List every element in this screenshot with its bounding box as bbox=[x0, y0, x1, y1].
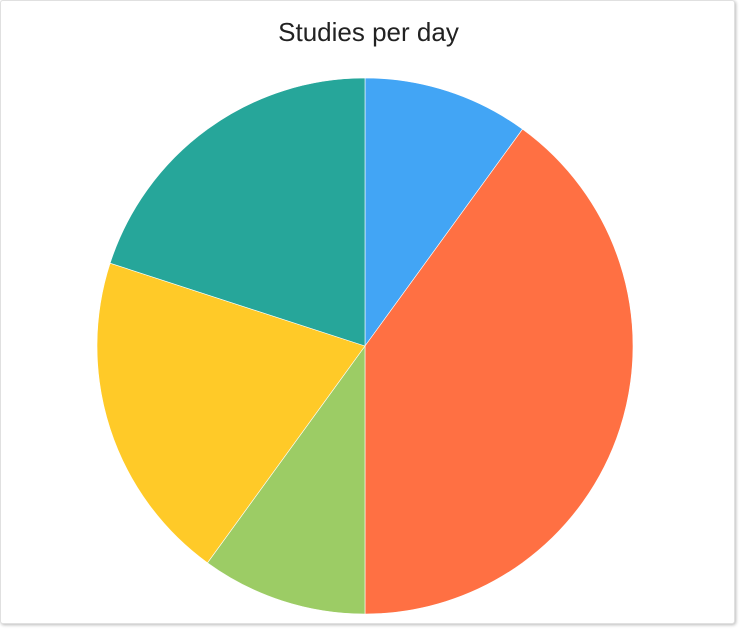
pie-slice-2 bbox=[364, 128, 634, 615]
pie-chart bbox=[96, 77, 634, 615]
pie-slices bbox=[96, 77, 634, 615]
pie-slice-5 bbox=[109, 77, 366, 347]
pie-slice-3 bbox=[207, 345, 366, 615]
chart-title: Studies per day bbox=[278, 17, 459, 47]
pie-slice-4 bbox=[96, 262, 366, 564]
chart-card: Studies per day bbox=[0, 0, 735, 624]
pie-slice-1 bbox=[364, 77, 523, 347]
